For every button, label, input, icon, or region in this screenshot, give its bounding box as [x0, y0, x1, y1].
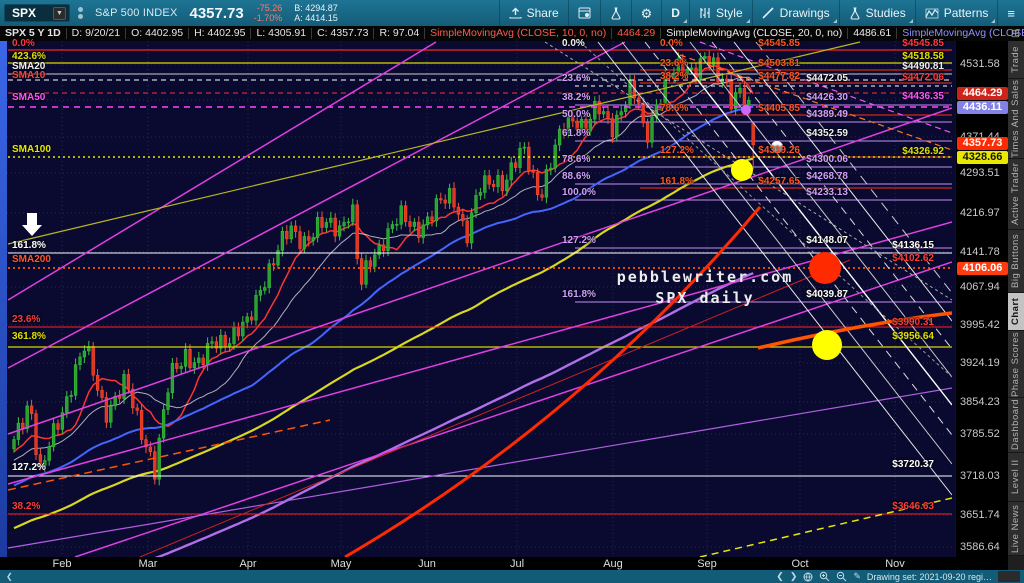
chevron-down-icon: ▼ — [53, 6, 66, 20]
symbol-dropdown[interactable]: SPX ▼ — [4, 4, 70, 22]
hamburger-icon: ≡ — [1007, 5, 1015, 21]
drawing-set-label: Drawing set: 2021-09-20 regi… — [866, 571, 992, 582]
month-label: Apr — [239, 558, 257, 570]
gadget-tab-phase-scores[interactable]: Phase Scores — [1008, 331, 1024, 398]
share-icon — [509, 7, 522, 19]
axis-tick: 4531.58 — [960, 58, 1000, 70]
axis-tick: 4141.78 — [960, 246, 1000, 258]
month-label: Oct — [791, 558, 809, 570]
timeframe-button[interactable]: D — [661, 0, 689, 26]
month-label: Jun — [418, 558, 436, 570]
symbol-link-icon[interactable] — [78, 7, 83, 19]
month-label: Sep — [697, 558, 717, 570]
symbol-label: SPX — [12, 6, 37, 20]
axis-tick: 3651.74 — [960, 509, 1000, 521]
study-name: SimpleMovingAvg (CLOSE, 10, 0, no) — [425, 28, 613, 39]
status-panel-handle[interactable] — [998, 571, 1020, 582]
gadget-tab-times-and-sales[interactable]: Times And Sales — [1008, 79, 1024, 159]
axis-tick: 4216.97 — [960, 207, 1000, 219]
chart-title: SPX 5 Y 1D — [0, 28, 67, 39]
gadget-tab-dashboard[interactable]: Dashboard — [1008, 398, 1024, 453]
time-axis[interactable]: Feb Mar Apr May Jun Jul Aug Sep Oct Nov — [0, 557, 1008, 570]
axis-tick: 3854.23 — [960, 396, 1000, 408]
price-badge: 4357.73 — [957, 137, 1008, 150]
price-axis[interactable]: 4531.584371.444293.514216.974141.784067.… — [955, 41, 1008, 557]
collapse-left-icon[interactable]: ❮ — [6, 572, 13, 581]
flask-icon — [610, 6, 622, 20]
style-button[interactable]: Style — [688, 0, 752, 26]
ohlc-field: C: 4357.73 — [312, 28, 375, 39]
pan-left-icon[interactable]: ❮ — [776, 571, 784, 581]
gadget-tab-level-ii[interactable]: Level II — [1008, 453, 1024, 502]
axis-tick: 3924.19 — [960, 357, 1000, 369]
gadget-tab-trade[interactable]: Trade — [1008, 41, 1024, 79]
ohlc-field: O: 4402.95 — [126, 28, 190, 39]
month-label: Aug — [603, 558, 623, 570]
toolbar-menu-button[interactable]: ≡ — [997, 0, 1024, 26]
ohlc-field: D: 9/20/21 — [67, 28, 127, 39]
price-badge: 4436.11 — [957, 101, 1008, 114]
top-toolbar: SPX ▼ S&P 500 INDEX 4357.73 -75.26 -1.70%… — [0, 0, 1024, 26]
pencil-icon — [762, 7, 775, 19]
month-label: Jul — [509, 558, 525, 570]
patterns-icon — [925, 8, 939, 19]
study-value: 4464.29 — [612, 28, 662, 39]
status-bar: ❮ ❮ ❯ ✎ Drawing set: 2021-09-20 regi… — [0, 570, 1024, 583]
axis-tick: 4067.94 — [960, 281, 1000, 293]
gadget-tab-chart[interactable]: Chart — [1008, 293, 1024, 331]
bid-ask: B: 4294.87 A: 4414.15 — [294, 3, 338, 23]
price-change: -75.26 -1.70% — [253, 3, 283, 23]
month-label: Mar — [138, 558, 158, 570]
ohlc-field: L: 4305.91 — [251, 28, 313, 39]
gear-icon: ⚙ — [640, 5, 653, 21]
month-label: Nov — [885, 558, 905, 570]
index-name: S&P 500 INDEX — [95, 7, 178, 19]
axis-tick: 3718.03 — [960, 470, 1000, 482]
settings-button[interactable]: ⚙ — [630, 0, 662, 26]
right-gadget-tabs: Trade Times And Sales Active Trader Big But… — [1008, 41, 1024, 570]
axis-tick: 3995.42 — [960, 319, 1000, 331]
price-badge: 4328.66 — [957, 151, 1008, 164]
price-badge: 4106.06 — [957, 262, 1008, 275]
price-chart-svg[interactable] — [0, 41, 955, 557]
gadget-tab-live-news[interactable]: Live News — [1008, 502, 1024, 556]
axis-tick: 3586.64 — [960, 541, 1000, 553]
grid-icon[interactable]: ⊞ — [1010, 28, 1020, 40]
study-value: 4486.61 — [848, 28, 898, 39]
onDemand-button[interactable] — [567, 0, 600, 26]
globe-icon[interactable] — [803, 572, 813, 582]
pan-right-icon[interactable]: ❯ — [789, 571, 798, 581]
drawings-button[interactable]: Drawings — [751, 0, 839, 26]
chart-canvas[interactable] — [0, 41, 955, 557]
style-icon — [699, 7, 711, 19]
gadget-tab-big-buttons[interactable]: Big Buttons — [1008, 230, 1024, 293]
ohlc-field: R: 97.04 — [374, 28, 426, 39]
flask-button[interactable] — [599, 0, 631, 26]
share-button[interactable]: Share — [498, 0, 568, 26]
calendar-note-icon — [578, 7, 591, 19]
month-label: May — [330, 558, 352, 570]
left-edge-strip — [0, 41, 7, 570]
studies-button[interactable]: Studies — [838, 0, 915, 26]
zoom-out-icon[interactable] — [836, 571, 847, 582]
zoom-in-icon[interactable] — [819, 571, 830, 582]
axis-tick: 4293.51 — [960, 167, 1000, 179]
price-badge: 4464.29 — [957, 87, 1008, 100]
chart-header-bar: SPX 5 Y 1D D: 9/20/21 O: 4402.95 H: 4402.9… — [0, 26, 1024, 41]
study-name: SimpleMovingAvg (CLOSE, 50, 0, no) — [897, 28, 1024, 39]
last-price: 4357.73 — [189, 4, 244, 22]
patterns-button[interactable]: Patterns — [914, 0, 998, 26]
month-label: Feb — [52, 558, 72, 570]
gadget-tab-active-trader[interactable]: Active Trader — [1008, 159, 1024, 230]
study-name: SimpleMovingAvg (CLOSE, 20, 0, no) — [661, 28, 849, 39]
axis-tick: 3785.52 — [960, 428, 1000, 440]
studies-flask-icon — [849, 6, 861, 20]
draw-pencil-icon[interactable]: ✎ — [853, 571, 861, 581]
ohlc-field: H: 4402.95 — [189, 28, 252, 39]
